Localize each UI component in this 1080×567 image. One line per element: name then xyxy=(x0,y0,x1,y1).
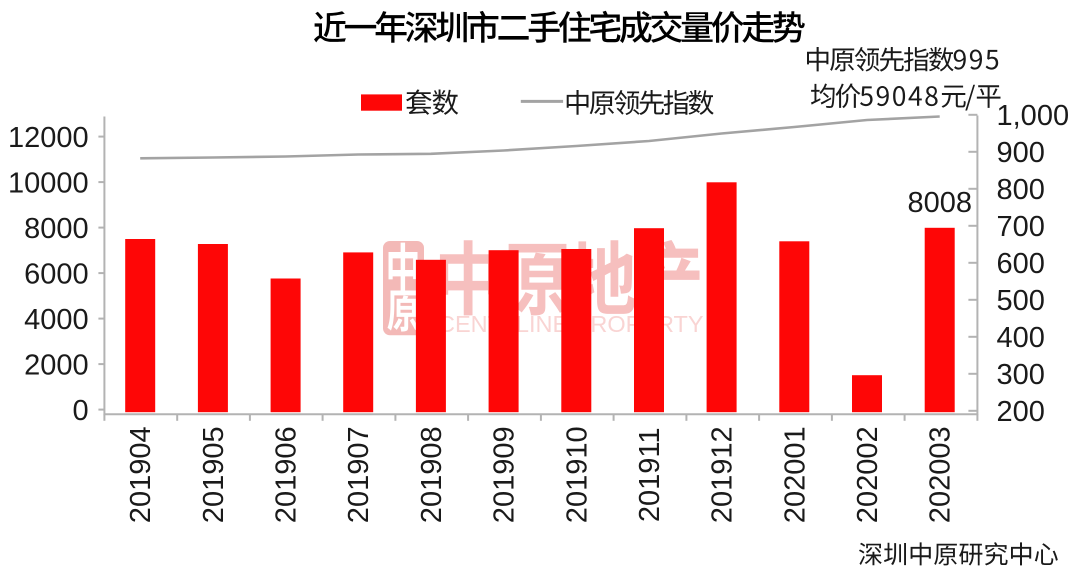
svg-text:12000: 12000 xyxy=(8,122,89,154)
svg-text:201911: 201911 xyxy=(634,427,666,522)
svg-text:200: 200 xyxy=(997,396,1045,428)
svg-text:0: 0 xyxy=(73,395,89,427)
svg-text:600: 600 xyxy=(997,248,1045,280)
svg-text:201909: 201909 xyxy=(489,426,521,523)
svg-text:8008: 8008 xyxy=(907,187,972,219)
svg-text:202002: 202002 xyxy=(852,426,884,523)
svg-text:500: 500 xyxy=(997,285,1045,317)
svg-text:202001: 202001 xyxy=(779,426,811,523)
svg-text:8000: 8000 xyxy=(24,213,89,245)
svg-text:201904: 201904 xyxy=(125,426,157,523)
svg-text:1,000: 1,000 xyxy=(997,100,1070,132)
svg-text:800: 800 xyxy=(997,174,1045,206)
svg-text:400: 400 xyxy=(997,322,1045,354)
svg-text:2000: 2000 xyxy=(24,349,89,381)
svg-text:201907: 201907 xyxy=(343,426,375,523)
svg-text:900: 900 xyxy=(997,137,1045,169)
svg-text:700: 700 xyxy=(997,211,1045,243)
svg-text:201910: 201910 xyxy=(561,426,593,523)
svg-text:6000: 6000 xyxy=(24,258,89,290)
svg-text:10000: 10000 xyxy=(8,167,89,199)
svg-text:201906: 201906 xyxy=(271,426,303,523)
svg-text:202003: 202003 xyxy=(925,426,957,523)
svg-text:201912: 201912 xyxy=(707,426,739,523)
svg-text:201905: 201905 xyxy=(198,426,230,523)
svg-text:201908: 201908 xyxy=(416,426,448,523)
svg-text:300: 300 xyxy=(997,359,1045,391)
svg-text:4000: 4000 xyxy=(24,304,89,336)
